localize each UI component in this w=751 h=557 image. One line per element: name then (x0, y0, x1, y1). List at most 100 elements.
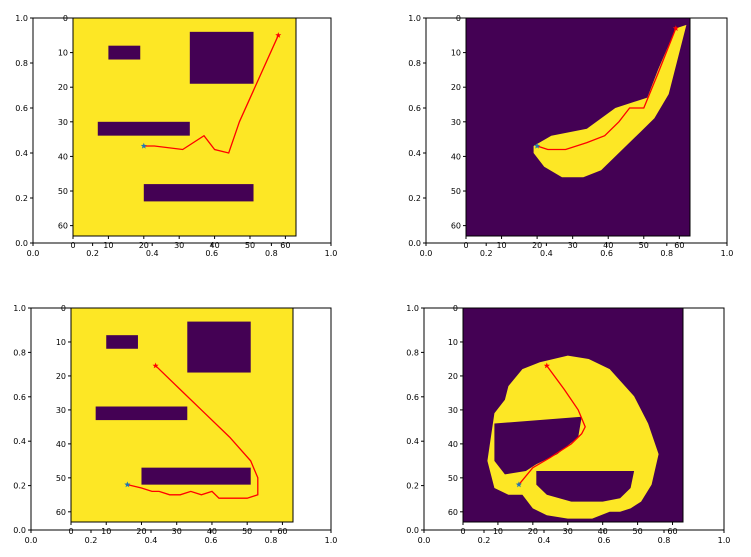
outer-y-tick-label: 0.6 (13, 393, 26, 402)
start-marker (124, 481, 131, 488)
grid-x-tick-label: 40 (598, 527, 608, 536)
outer-y-tick-label: 1.0 (408, 14, 421, 23)
grid-x-tick-label: 40 (603, 241, 613, 250)
grid-y-tick-label: 0 (61, 304, 66, 313)
outer-x-tick-label: 0.4 (146, 249, 159, 258)
outer-x-tick-label: 0.2 (86, 249, 99, 258)
chart-panel-4: 0.0 0.2 0.4 0.6 0.8 1.0 0.0 0.2 0.4 0.6 0.8 1.0 0 10 2… (406, 304, 730, 545)
outer-x-tick-label: 0.2 (478, 536, 491, 545)
outer-y-tick-label: 0.2 (408, 194, 421, 203)
outer-x-tick-label: 0.2 (480, 249, 493, 258)
grid-y-tick-label: 0 (63, 14, 68, 23)
outer-y-tick-label: 0.4 (13, 437, 26, 446)
outer-x-tick-label: 0.8 (265, 536, 278, 545)
grid-y-tick-label: 20 (56, 372, 66, 381)
region-obstacle (187, 321, 251, 373)
grid-x-tick-label: 10 (103, 241, 113, 250)
grid-x-tick-label: 30 (568, 241, 578, 250)
grid-x-tick-label: 10 (493, 527, 503, 536)
outer-y-tick-label: 0.4 (15, 149, 28, 158)
grid-x-tick-label: 20 (139, 241, 149, 250)
region-obstacle (189, 31, 254, 84)
outer-x-tick-label: 0.6 (600, 249, 613, 258)
outer-y-tick-label: 0.4 (406, 437, 419, 446)
region-obstacle (143, 184, 254, 202)
grid-x-tick-label: 50 (633, 527, 643, 536)
grid-x-tick-label: 10 (496, 241, 506, 250)
outer-y-tick-label: 0.2 (15, 194, 28, 203)
region-obstacle (536, 471, 635, 502)
region-obstacle (108, 45, 141, 60)
grid-y-tick-label: 30 (58, 118, 68, 127)
outer-y-tick-label: 0.8 (408, 59, 421, 68)
chart-panel-3: 0.0 0.2 0.4 0.6 0.8 1.0 0.0 0.2 0.4 0.6 0.8 1.0 0 10 2… (13, 304, 337, 545)
grid-y-tick-label: 60 (58, 222, 68, 231)
outer-y-tick-label: 1.0 (15, 14, 28, 23)
path-line (143, 35, 279, 154)
outer-y-tick-label: 0.6 (408, 104, 421, 113)
heatmap-frame (462, 307, 684, 523)
outer-y-tick-label: 0.6 (406, 393, 419, 402)
outer-y-tick-label: 1.0 (13, 304, 26, 313)
grid-y-tick-label: 10 (448, 338, 458, 347)
region-free (533, 24, 687, 178)
outer-x-tick-label: 0.6 (205, 536, 218, 545)
region-obstacle (141, 467, 251, 485)
path-line (518, 365, 586, 486)
outer-x-tick-label: 0.0 (418, 536, 431, 545)
heatmap (463, 308, 683, 522)
outer-y-tick-label: 0.8 (406, 348, 419, 357)
path-line (127, 365, 259, 499)
grid-x-tick-label: 30 (174, 241, 184, 250)
goal-marker (672, 25, 679, 31)
grid-x-tick-label: 0 (70, 241, 75, 250)
outer-y-tick-label: 0.8 (15, 59, 28, 68)
outer-x-tick-label: 0.0 (27, 249, 40, 258)
grid-y-tick-label: 40 (451, 152, 461, 161)
grid-y-tick-label: 30 (448, 406, 458, 415)
grid-y-tick-label: 10 (58, 49, 68, 58)
grid-y-tick-label: 30 (451, 118, 461, 127)
region-obstacle (97, 121, 190, 136)
outer-x-tick-label: 0.4 (538, 536, 551, 545)
grid-x-tick-label: 0 (460, 527, 465, 536)
grid-y-tick-label: 30 (56, 406, 66, 415)
outer-y-tick-label: 0.8 (13, 348, 26, 357)
grid-y-tick-label: 50 (56, 474, 66, 483)
grid-x-tick-label: 20 (532, 241, 542, 250)
outer-x-tick-label: 0.6 (598, 536, 611, 545)
outer-y-tick-label: 0.2 (13, 482, 26, 491)
chart-panel-1: 0.0 0.2 0.4 0.6 0.8 1.0 0.0 0.2 0.4 0.6 0.8 1.0 0 10 2… (15, 14, 337, 258)
outer-x-tick-label: 1.0 (325, 249, 338, 258)
grid-x-tick-label: 40 (207, 527, 217, 536)
grid-y-tick-label: 50 (58, 187, 68, 196)
outer-x-tick-label: 0.0 (420, 249, 433, 258)
grid-y-tick-label: 10 (451, 49, 461, 58)
grid-y-tick-label: 20 (448, 372, 458, 381)
region-obstacle (95, 406, 188, 421)
start-marker (515, 481, 522, 488)
grid-x-tick-label: 60 (280, 241, 290, 250)
grid-x-tick-label: 60 (674, 241, 684, 250)
path-line (536, 28, 677, 151)
grid-y-tick-label: 20 (451, 83, 461, 92)
outer-x-tick-label: 1.0 (721, 249, 734, 258)
grid-x-tick-label: 0 (68, 527, 73, 536)
heatmap-frame (465, 17, 691, 237)
outer-y-tick-label: 0.0 (406, 526, 419, 535)
grid-y-tick-label: 40 (448, 440, 458, 449)
goal-marker (152, 362, 159, 369)
start-marker (140, 142, 147, 149)
outer-x-tick-label: 0.8 (265, 249, 278, 258)
grid-x-tick-label: 20 (528, 527, 538, 536)
outer-x-tick-label: 0.6 (205, 249, 218, 258)
grid-y-tick-label: 60 (448, 508, 458, 517)
outer-y-tick-label: 0.0 (13, 526, 26, 535)
grid-x-tick-label: 30 (563, 527, 573, 536)
grid-y-tick-label: 10 (56, 338, 66, 347)
heatmap-frame (72, 17, 297, 237)
grid-x-tick-label: 60 (277, 527, 287, 536)
grid-x-tick-label: 50 (242, 527, 252, 536)
outer-y-tick-label: 0.6 (15, 104, 28, 113)
